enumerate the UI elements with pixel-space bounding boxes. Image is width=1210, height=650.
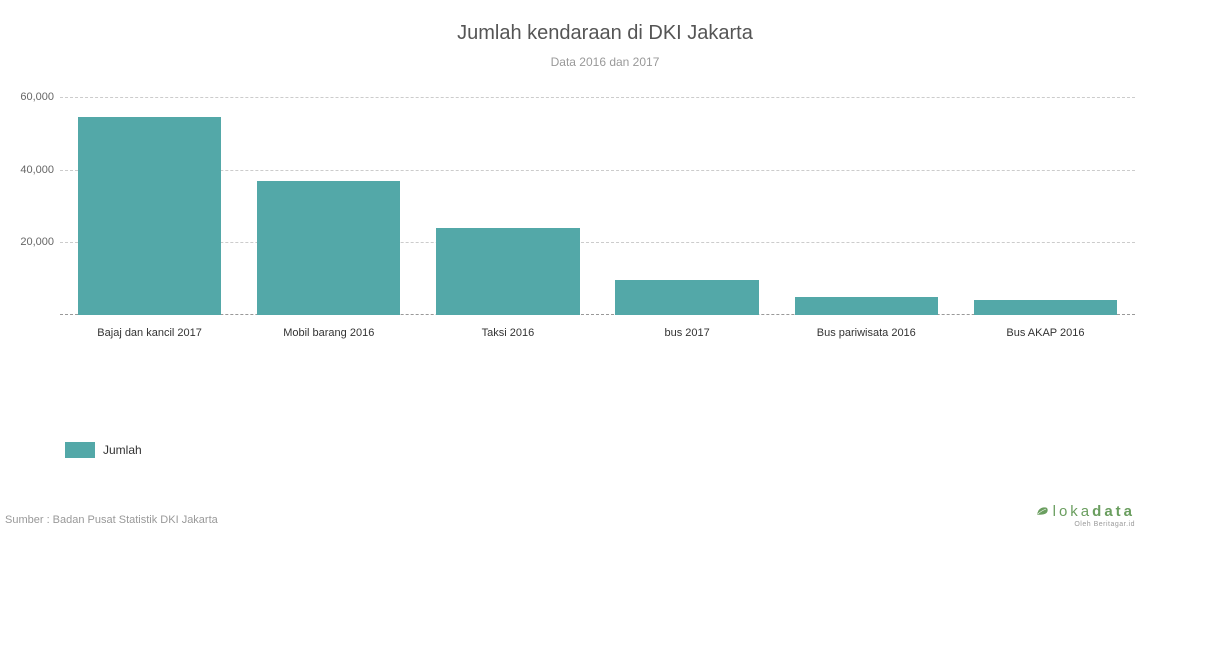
bar xyxy=(257,181,400,315)
y-tick: 20,000 xyxy=(20,236,54,248)
x-label: Taksi 2016 xyxy=(418,327,597,339)
x-label: bus 2017 xyxy=(598,327,777,339)
bar xyxy=(615,280,758,315)
x-label: Bus AKAP 2016 xyxy=(956,327,1135,339)
bar-slot xyxy=(777,97,956,315)
legend-label: Jumlah xyxy=(103,443,142,457)
y-axis: 60,000 40,000 20,000 xyxy=(12,97,60,315)
bar-slot xyxy=(956,97,1135,315)
legend-swatch xyxy=(65,442,95,458)
bar xyxy=(795,297,938,315)
chart-container: Jumlah kendaraan di DKI Jakarta Data 201… xyxy=(0,22,1210,339)
brand-name: lokadata xyxy=(1036,503,1135,520)
bar xyxy=(436,228,579,315)
chart-subtitle: Data 2016 dan 2017 xyxy=(0,55,1210,69)
x-label: Bus pariwisata 2016 xyxy=(777,327,956,339)
chart-title: Jumlah kendaraan di DKI Jakarta xyxy=(0,22,1210,45)
legend: Jumlah xyxy=(65,442,142,458)
x-label: Mobil barang 2016 xyxy=(239,327,418,339)
brand-logo: lokadata Oleh Beritagar.id xyxy=(1036,503,1135,528)
source-text: Sumber : Badan Pusat Statistik DKI Jakar… xyxy=(5,514,218,526)
bar-slot xyxy=(598,97,777,315)
bars-group xyxy=(60,97,1135,315)
bar-slot xyxy=(60,97,239,315)
x-label: Bajaj dan kancil 2017 xyxy=(60,327,239,339)
y-tick: 60,000 xyxy=(20,91,54,103)
bar-slot xyxy=(239,97,418,315)
plot-area: 60,000 40,000 20,000 xyxy=(60,97,1135,315)
brand-tagline: Oleh Beritagar.id xyxy=(1036,521,1135,528)
bar xyxy=(78,117,221,315)
bar-slot xyxy=(418,97,597,315)
brand-name-light: loka xyxy=(1053,503,1093,520)
x-axis-labels: Bajaj dan kancil 2017Mobil barang 2016Ta… xyxy=(60,327,1135,339)
leaf-icon xyxy=(1036,506,1049,517)
bar xyxy=(974,300,1117,315)
y-tick: 40,000 xyxy=(20,164,54,176)
brand-name-bold: data xyxy=(1092,503,1135,520)
